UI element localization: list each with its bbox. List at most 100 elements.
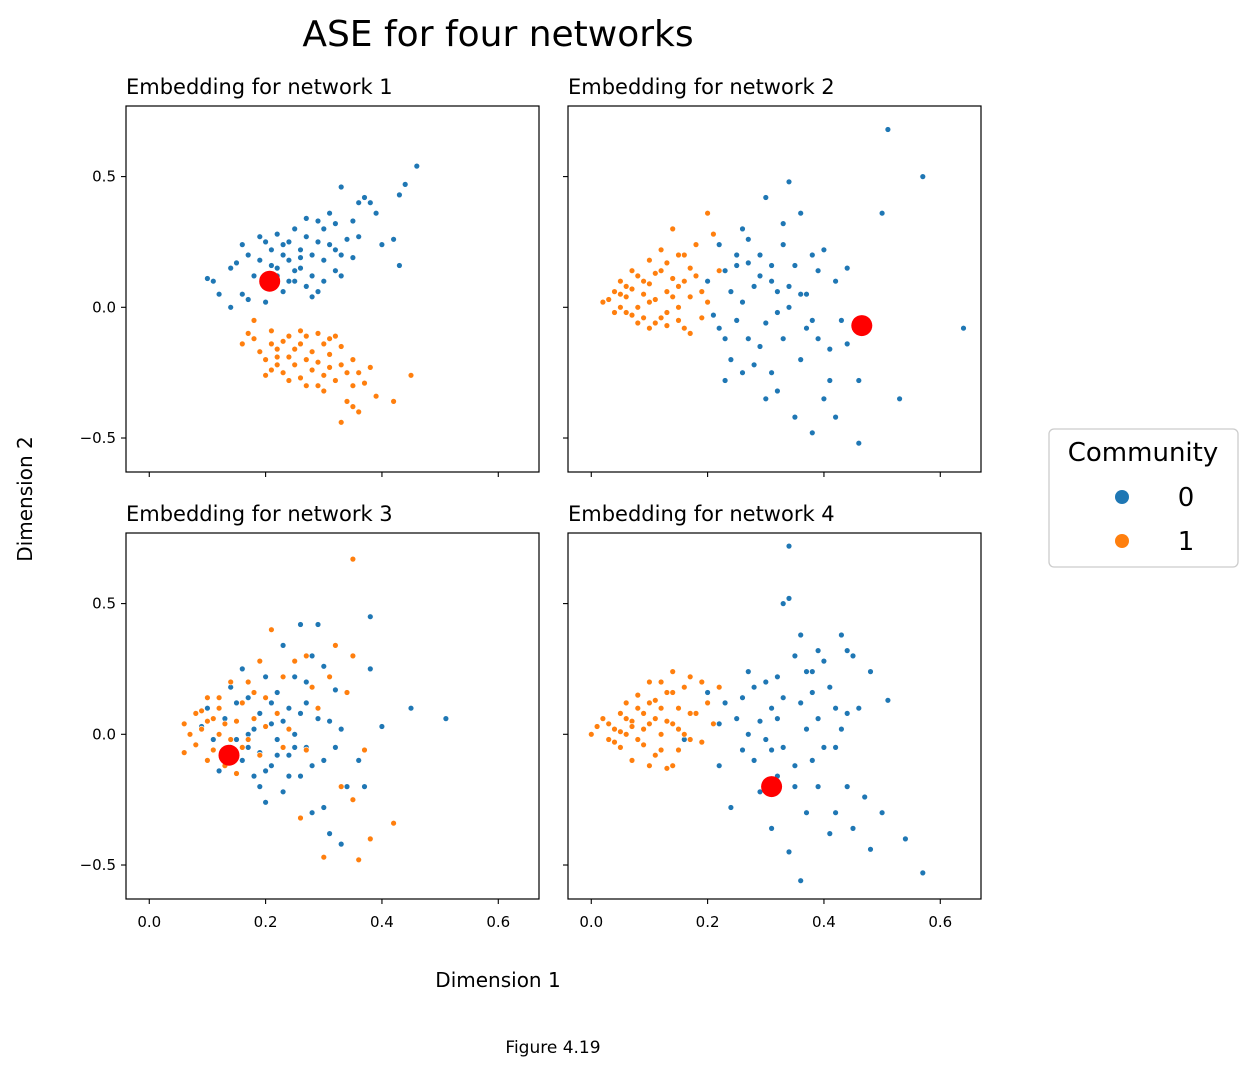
data-point-community-0 (285, 704, 293, 712)
data-point-community-1 (291, 657, 298, 665)
data-point-community-1 (250, 715, 258, 722)
data-point-community-1 (640, 314, 647, 321)
data-point-community-0 (768, 704, 775, 712)
data-point-community-0 (250, 725, 258, 733)
data-point-community-1 (349, 555, 357, 563)
data-point-community-0 (338, 725, 345, 733)
scatter-points (599, 126, 967, 447)
data-point-community-0 (762, 194, 769, 201)
data-point-community-0 (710, 311, 717, 319)
data-point-community-0 (204, 704, 211, 712)
scatter-points (204, 162, 420, 426)
data-point-community-1 (215, 704, 223, 712)
data-point-community-1 (634, 691, 641, 699)
data-point-community-0 (814, 267, 822, 274)
data-point-community-0 (308, 809, 316, 816)
data-point-community-0 (756, 343, 764, 350)
data-point-community-1 (686, 330, 694, 337)
data-point-community-0 (838, 631, 845, 639)
data-point-community-0 (774, 715, 781, 722)
data-point-community-1 (181, 720, 188, 727)
data-point-community-0 (739, 694, 746, 701)
data-point-community-0 (768, 369, 775, 376)
data-point-community-1 (617, 728, 624, 735)
data-point-community-1 (692, 272, 700, 280)
legend-label-0: 0 (1178, 483, 1195, 513)
data-point-community-0 (256, 783, 263, 790)
data-point-community-0 (820, 744, 828, 751)
y-tick-label: 0.0 (92, 298, 116, 316)
data-point-community-0 (343, 236, 351, 243)
data-point-community-0 (274, 689, 281, 696)
data-point-community-1 (628, 267, 636, 274)
highlight-point (761, 776, 783, 798)
data-point-community-0 (291, 673, 298, 680)
data-point-community-1 (669, 225, 676, 233)
data-point-community-0 (785, 595, 793, 602)
data-point-community-0 (820, 657, 828, 665)
axes-frame (567, 532, 982, 900)
x-tick-label: 0.6 (486, 913, 510, 931)
data-point-community-0 (332, 744, 339, 751)
data-point-community-0 (227, 304, 234, 311)
data-point-community-1 (588, 731, 595, 738)
data-point-community-0 (727, 804, 735, 811)
data-point-community-1 (349, 796, 357, 803)
data-point-community-0 (809, 757, 816, 764)
data-point-community-1 (262, 356, 269, 363)
data-point-community-0 (762, 395, 769, 402)
subplot-title: Embedding for network 2 (568, 75, 835, 99)
data-point-community-0 (256, 233, 263, 240)
data-point-community-0 (291, 744, 298, 751)
axes-frame (125, 532, 540, 900)
data-point-community-1 (343, 398, 351, 405)
data-point-community-1 (204, 717, 211, 725)
data-point-community-1 (274, 353, 281, 361)
data-point-community-1 (646, 678, 653, 686)
data-point-community-0 (797, 631, 804, 639)
data-point-community-0 (750, 757, 758, 764)
data-point-community-0 (797, 291, 804, 298)
data-point-community-0 (832, 278, 839, 285)
data-point-community-1 (198, 725, 205, 733)
data-point-community-0 (750, 361, 758, 368)
data-point-community-0 (303, 215, 310, 222)
data-point-community-1 (250, 335, 258, 342)
data-point-community-0 (262, 238, 269, 246)
y-tick-label: −0.5 (80, 429, 116, 447)
data-point-community-0 (233, 699, 240, 707)
data-point-community-1 (186, 731, 194, 738)
data-point-community-0 (402, 181, 409, 188)
data-point-community-0 (256, 710, 263, 717)
subplot-grid: Embedding for network 1−0.50.00.5Embeddi… (80, 75, 982, 931)
x-tick-label: 0.0 (137, 913, 161, 931)
data-point-community-0 (745, 731, 752, 738)
data-point-community-1 (320, 372, 327, 379)
highlight-point (218, 744, 240, 766)
data-point-community-0 (884, 126, 892, 133)
data-point-community-0 (285, 257, 293, 264)
data-point-community-1 (675, 304, 682, 311)
data-point-community-1 (669, 689, 676, 696)
data-point-community-1 (686, 736, 694, 743)
data-point-community-1 (314, 359, 322, 366)
data-point-community-0 (303, 699, 310, 707)
data-point-community-0 (704, 689, 711, 696)
data-point-community-1 (256, 657, 263, 665)
data-point-community-1 (256, 348, 263, 355)
data-point-community-1 (611, 738, 618, 746)
data-point-community-0 (279, 717, 287, 725)
data-point-community-1 (628, 311, 636, 319)
data-point-community-1 (692, 241, 700, 248)
legend-frame (1048, 428, 1239, 568)
data-point-community-1 (611, 309, 618, 316)
data-point-community-1 (652, 270, 659, 277)
data-point-community-0 (843, 710, 851, 717)
data-point-community-1 (285, 353, 293, 361)
y-tick-label: 0.5 (92, 595, 116, 613)
y-tick-label: −0.5 (80, 856, 116, 874)
data-point-community-1 (640, 741, 647, 748)
data-point-community-0 (797, 699, 804, 707)
data-point-community-1 (657, 678, 665, 686)
data-point-community-1 (686, 673, 694, 680)
